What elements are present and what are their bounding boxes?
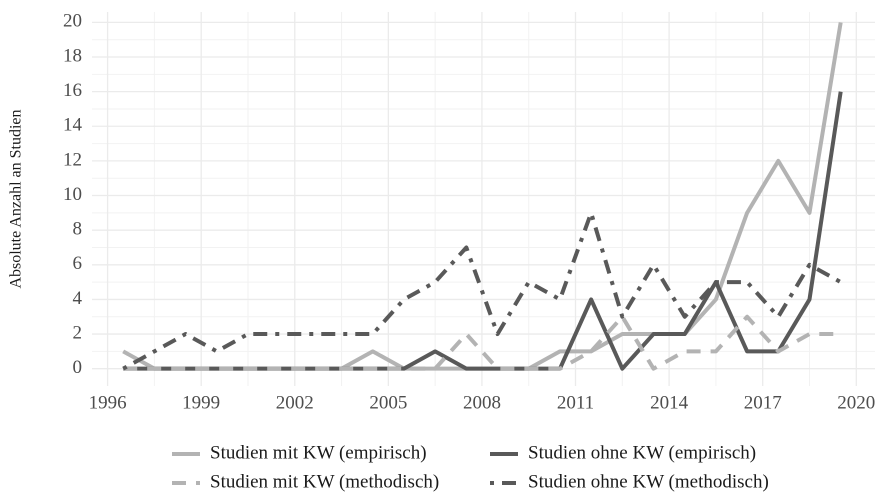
x-tick-label: 2002 bbox=[276, 392, 314, 413]
y-tick-label: 4 bbox=[73, 288, 83, 309]
x-tick-label: 2020 bbox=[837, 392, 875, 413]
x-tick-label: 1999 bbox=[182, 392, 220, 413]
y-tick-label: 10 bbox=[63, 184, 82, 205]
legend-label: Studien ohne KW (empirisch) bbox=[528, 442, 756, 463]
y-tick-label: 16 bbox=[63, 80, 82, 101]
legend-label: Studien mit KW (methodisch) bbox=[210, 471, 439, 492]
x-tick-label: 2005 bbox=[369, 392, 407, 413]
y-tick-label: 20 bbox=[63, 11, 82, 32]
y-tick-label: 0 bbox=[73, 357, 83, 378]
x-tick-label: 2008 bbox=[463, 392, 501, 413]
y-axis-title: Absolute Anzahl an Studien bbox=[8, 109, 25, 288]
y-tick-label: 18 bbox=[63, 45, 82, 66]
y-tick-label: 6 bbox=[73, 253, 83, 274]
y-tick-label: 12 bbox=[63, 149, 82, 170]
series-line bbox=[123, 314, 841, 371]
series-line bbox=[122, 210, 842, 371]
series-line bbox=[123, 91, 843, 371]
x-tick-label: 2014 bbox=[650, 392, 689, 413]
legend-label: Studien mit KW (empirisch) bbox=[210, 442, 427, 463]
x-tick-label: 1996 bbox=[89, 392, 127, 413]
y-tick-label: 14 bbox=[63, 115, 83, 136]
y-tick-label: 8 bbox=[73, 219, 83, 240]
x-tick-label: 2011 bbox=[557, 392, 594, 413]
y-tick-label: 2 bbox=[73, 322, 83, 343]
x-tick-label: 2017 bbox=[744, 392, 782, 413]
legend-label: Studien ohne KW (methodisch) bbox=[528, 471, 769, 492]
